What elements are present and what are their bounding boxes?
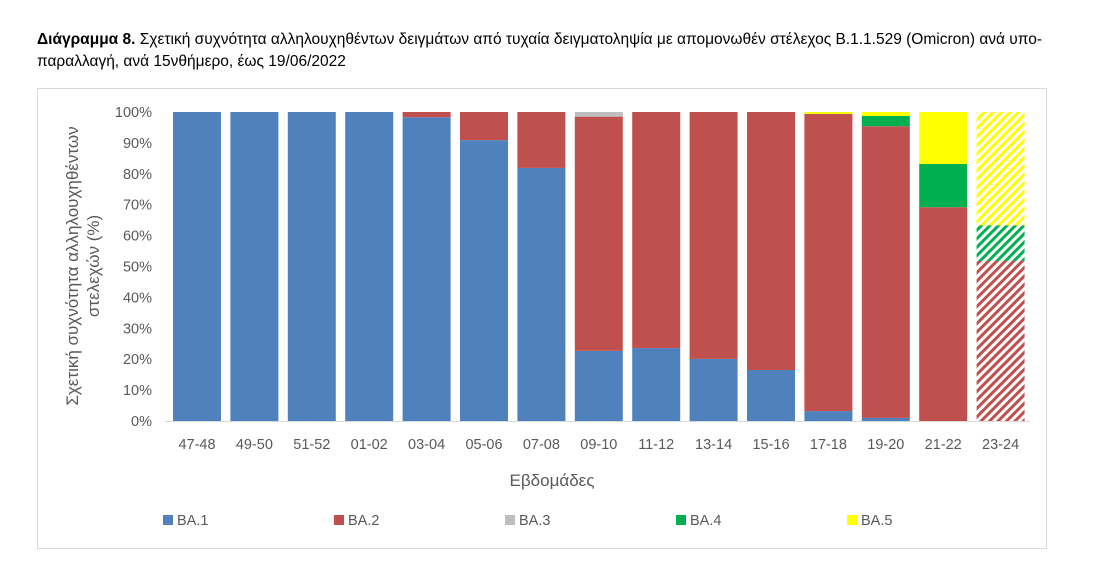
x-tick-label: 07-08 (523, 437, 560, 453)
x-tick-label: 13-14 (695, 437, 732, 453)
legend-swatch-BA.4 (676, 515, 686, 525)
x-tick-label: 49-50 (236, 437, 273, 453)
title-text: Σχετική συχνότητα αλληλουχηθέντων δειγμά… (37, 31, 1043, 70)
bar-ba1-03-04 (402, 117, 451, 422)
bar-ba2-21-22 (919, 207, 968, 421)
y-tick-label: 20% (123, 352, 152, 368)
y-axis-title-line1: Σχετική συχνότητα αλληλουχηθέντων (63, 126, 82, 405)
bar-ba2-19-20 (861, 126, 910, 418)
bar-ba1-05-06 (460, 140, 508, 421)
bar-ba1-09-10 (574, 350, 623, 421)
y-tick-label: 100% (115, 105, 152, 121)
bar-ba4-19-20 (861, 116, 910, 127)
y-tick-label: 40% (123, 290, 152, 306)
bar-ba1-07-08 (517, 167, 566, 421)
x-tick-label: 51-52 (293, 437, 330, 453)
bar-ba2-09-10 (574, 116, 623, 351)
bar-ba1-19-20 (861, 417, 910, 421)
bar-ba1-47-48 (173, 112, 221, 421)
chart-frame (37, 88, 1047, 549)
bar-ba4-23-24 (976, 225, 1025, 261)
y-tick-label: 70% (123, 198, 152, 214)
legend-label-BA.3: BA.3 (519, 513, 550, 529)
x-tick-label: 47-48 (178, 437, 215, 453)
x-tick-label: 03-04 (408, 437, 445, 453)
bar-ba1-13-14 (689, 358, 738, 421)
y-tick-label: 50% (123, 260, 152, 276)
bar-ba2-03-04 (402, 112, 451, 118)
bar-ba5-17-18 (804, 112, 853, 114)
legend-label-BA.5: BA.5 (861, 513, 892, 529)
x-tick-label: 17-18 (810, 437, 847, 453)
x-tick-label: 21-22 (925, 437, 962, 453)
title-bold: Διάγραμμα 8. (37, 31, 136, 48)
bar-ba1-11-12 (632, 348, 681, 421)
bar-ba5-21-22 (919, 112, 968, 164)
bar-ba2-23-24 (976, 260, 1025, 421)
legend-swatch-BA.1 (163, 515, 173, 525)
y-tick-label: 90% (123, 136, 152, 152)
bar-ba3-09-10 (574, 112, 623, 117)
bar-ba5-23-24 (976, 112, 1025, 226)
bar-ba2-17-18 (804, 113, 853, 412)
bar-ba2-07-08 (517, 112, 566, 168)
y-tick-label: 0% (131, 414, 152, 430)
legend-label-BA.4: BA.4 (690, 513, 721, 529)
x-tick-label: 23-24 (982, 437, 1019, 453)
bar-ba1-17-18 (804, 411, 853, 421)
bar-ba1-15-16 (747, 370, 795, 421)
bar-ba2-05-06 (460, 112, 508, 141)
bar-ba2-15-16 (747, 112, 795, 371)
x-axis-title: Εβδομάδες (510, 471, 595, 490)
bar-ba1-51-52 (287, 112, 336, 421)
legend-label-BA.2: BA.2 (348, 513, 379, 529)
y-axis-title-line2: στελεχών (%) (84, 215, 103, 317)
y-tick-label: 10% (123, 383, 152, 399)
y-tick-label: 60% (123, 229, 152, 245)
x-tick-label: 09-10 (580, 437, 617, 453)
x-tick-label: 05-06 (465, 437, 502, 453)
x-tick-label: 01-02 (351, 437, 388, 453)
bar-ba2-11-12 (632, 112, 681, 349)
chart-title: Διάγραμμα 8. Σχετική συχνότητα αλληλουχη… (37, 29, 1067, 73)
bar-ba5-19-20 (861, 112, 910, 117)
x-tick-label: 19-20 (867, 437, 904, 453)
bar-ba4-21-22 (919, 163, 968, 208)
x-tick-label: 11-12 (638, 437, 674, 453)
legend-swatch-BA.2 (334, 515, 344, 525)
legend-swatch-BA.5 (847, 515, 857, 525)
legend-label-BA.1: BA.1 (177, 513, 208, 529)
x-tick-label: 15-16 (752, 437, 789, 453)
bar-ba2-13-14 (689, 112, 738, 359)
bar-ba1-01-02 (345, 112, 394, 421)
y-tick-label: 80% (123, 167, 152, 183)
legend-swatch-BA.3 (505, 515, 515, 525)
y-tick-label: 30% (123, 321, 152, 337)
bar-ba1-49-50 (230, 112, 279, 421)
